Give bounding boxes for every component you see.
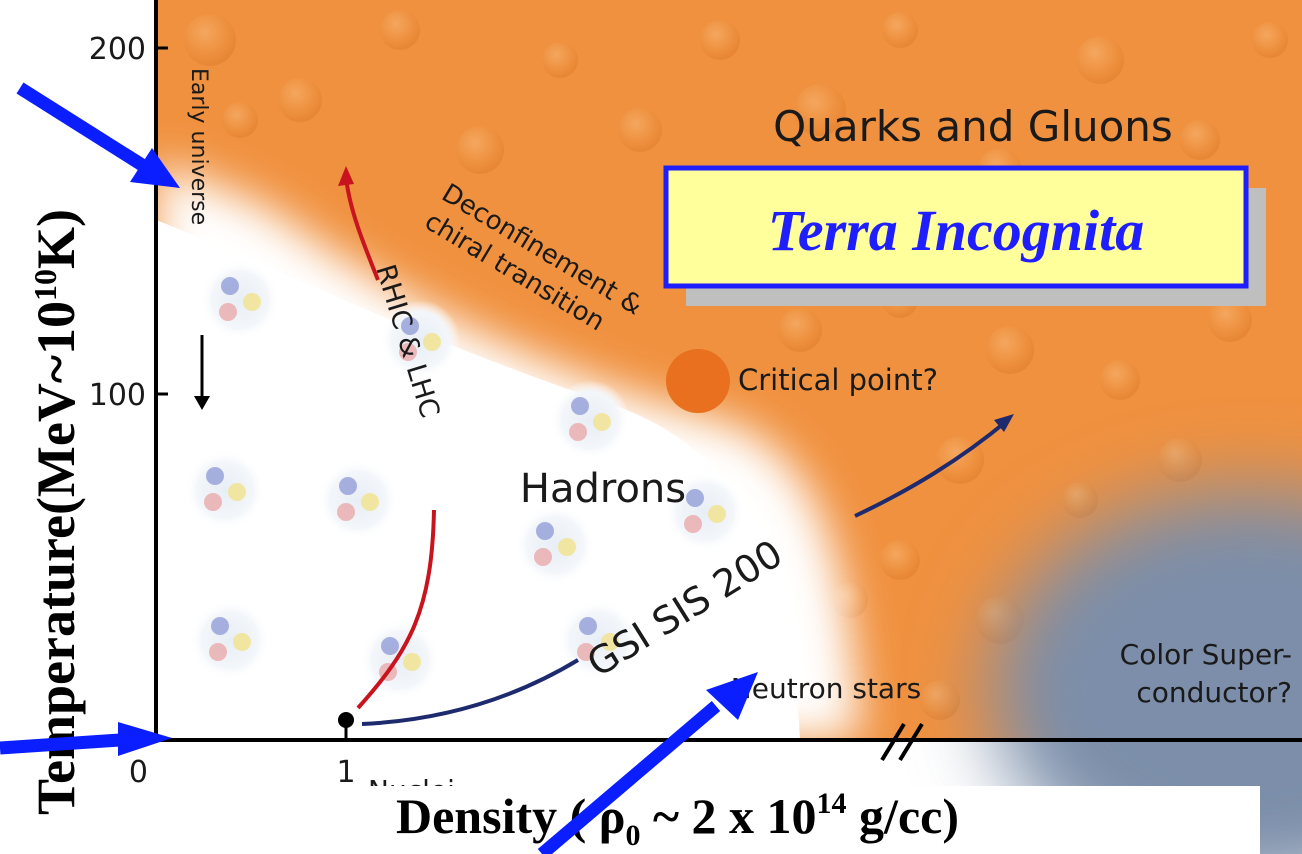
hadron-glyph xyxy=(515,505,595,585)
quark-ball xyxy=(880,540,920,580)
hadron-glyph xyxy=(318,460,398,540)
quark-ball xyxy=(1180,120,1220,160)
x-title-end: g/cc) xyxy=(847,788,959,844)
pointer-arrowhead-early-universe xyxy=(130,148,180,188)
hadron-glyph xyxy=(550,380,630,460)
quark-ball xyxy=(278,78,322,122)
early-universe-arrowhead xyxy=(194,396,210,410)
hadron-glyph xyxy=(200,260,280,340)
y-axis-title-main: Temperature(MeV~10 xyxy=(26,301,86,815)
pointer-arrows xyxy=(0,82,758,854)
csc-label-line1: Color Super- xyxy=(1120,638,1292,671)
quark-ball xyxy=(222,102,258,138)
axis-break-mark xyxy=(880,722,924,762)
quark-ball xyxy=(380,10,420,50)
y-tick-label: 100 xyxy=(89,378,146,413)
quark-ball xyxy=(1158,438,1202,482)
rhic-trajectory-upper xyxy=(344,177,380,281)
neutron-stars-label: Neutron stars xyxy=(731,672,921,705)
hadron-glyph xyxy=(665,472,745,552)
pointer-arrowhead-origin xyxy=(118,722,172,756)
terra-label: Terra Incognita xyxy=(768,198,1145,263)
quark-ball xyxy=(1252,22,1288,58)
quark-ball xyxy=(920,680,960,720)
hadron-glyph xyxy=(190,600,270,680)
y-tick-label: 0 xyxy=(129,755,148,790)
x-title-sup: 14 xyxy=(817,787,847,820)
rhic-arrowhead xyxy=(338,166,354,186)
rhic-trajectory-lower xyxy=(356,509,436,710)
x-title-mid: ~ 2 x 10 xyxy=(641,788,817,844)
csc-label-line2: conductor? xyxy=(1136,676,1292,709)
quark-ball xyxy=(1208,298,1252,342)
hadrons-label: Hadrons xyxy=(520,466,686,512)
csc-region xyxy=(990,490,1302,854)
critical-point-label: Critical point? xyxy=(738,363,938,397)
pointer-arrowhead-neutron-stars xyxy=(706,672,758,720)
pointer-arrow-origin xyxy=(0,733,121,755)
gsi-trajectory-lower xyxy=(361,658,580,726)
hadron-glyph xyxy=(185,450,265,530)
quark-ball xyxy=(184,14,236,66)
hadron-region-core xyxy=(156,220,800,740)
x-title-sub: 0 xyxy=(626,819,641,852)
quark-ball xyxy=(542,42,578,78)
y-axis-title-end: K) xyxy=(26,209,86,269)
terra-box xyxy=(663,165,1249,289)
gsi-arrowhead xyxy=(994,414,1014,432)
x-axis-title: Density ( ρ0 ~ 2 x 1014 g/cc) xyxy=(396,787,959,852)
pointer-arrow-early-universe xyxy=(16,82,154,176)
quark-ball xyxy=(1100,360,1140,400)
x-tick-label: 1 xyxy=(336,755,355,790)
gsi-trajectory-upper xyxy=(854,418,1010,518)
pointer-arrow-neutron-stars xyxy=(537,701,721,854)
quark-ball xyxy=(882,12,918,48)
qgp-label: Quarks and Gluons xyxy=(773,102,1173,151)
quark-ball xyxy=(1062,482,1098,518)
quark-ball xyxy=(700,20,740,60)
y-axis-title-exp: 10 xyxy=(27,269,63,301)
y-tick-label: 200 xyxy=(89,32,146,67)
y-ticks: 200 100 0 xyxy=(89,32,168,790)
critical-point-marker xyxy=(666,349,730,413)
quark-ball xyxy=(618,108,662,152)
y-axis-title: Temperature(MeV~1010K) xyxy=(26,209,86,815)
quark-ball xyxy=(986,326,1034,374)
quark-ball xyxy=(1076,36,1124,84)
hadron-glyph xyxy=(380,300,460,380)
x-ticks: 1 xyxy=(336,755,355,790)
quark-ball xyxy=(456,126,504,174)
x-title-backdrop xyxy=(340,786,1260,854)
hadron-glyph xyxy=(360,620,440,700)
early-universe-label: Early universe xyxy=(186,68,211,225)
quark-ball xyxy=(778,308,822,352)
quark-ball xyxy=(794,84,846,136)
